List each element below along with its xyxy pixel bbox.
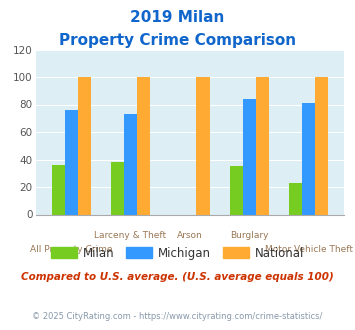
Bar	[196, 77, 209, 214]
Text: Property Crime Comparison: Property Crime Comparison	[59, 33, 296, 48]
Text: © 2025 CityRating.com - https://www.cityrating.com/crime-statistics/: © 2025 CityRating.com - https://www.city…	[32, 312, 323, 321]
Bar	[302, 103, 315, 214]
Bar	[65, 110, 78, 214]
Bar	[137, 77, 150, 214]
Bar	[315, 77, 328, 214]
Text: Compared to U.S. average. (U.S. average equals 100): Compared to U.S. average. (U.S. average …	[21, 272, 334, 282]
Bar	[289, 183, 302, 214]
Bar	[243, 99, 256, 214]
Bar	[51, 165, 65, 214]
Text: 2019 Milan: 2019 Milan	[130, 10, 225, 25]
Bar	[78, 77, 91, 214]
Text: Larceny & Theft: Larceny & Theft	[94, 231, 166, 240]
Legend: Milan, Michigan, National: Milan, Michigan, National	[46, 242, 309, 264]
Text: Burglary: Burglary	[230, 231, 269, 240]
Bar	[111, 162, 124, 214]
Text: Motor Vehicle Theft: Motor Vehicle Theft	[265, 245, 353, 254]
Text: Arson: Arson	[177, 231, 203, 240]
Text: All Property Crime: All Property Crime	[30, 245, 113, 254]
Bar	[230, 166, 243, 214]
Bar	[124, 114, 137, 214]
Bar	[256, 77, 269, 214]
